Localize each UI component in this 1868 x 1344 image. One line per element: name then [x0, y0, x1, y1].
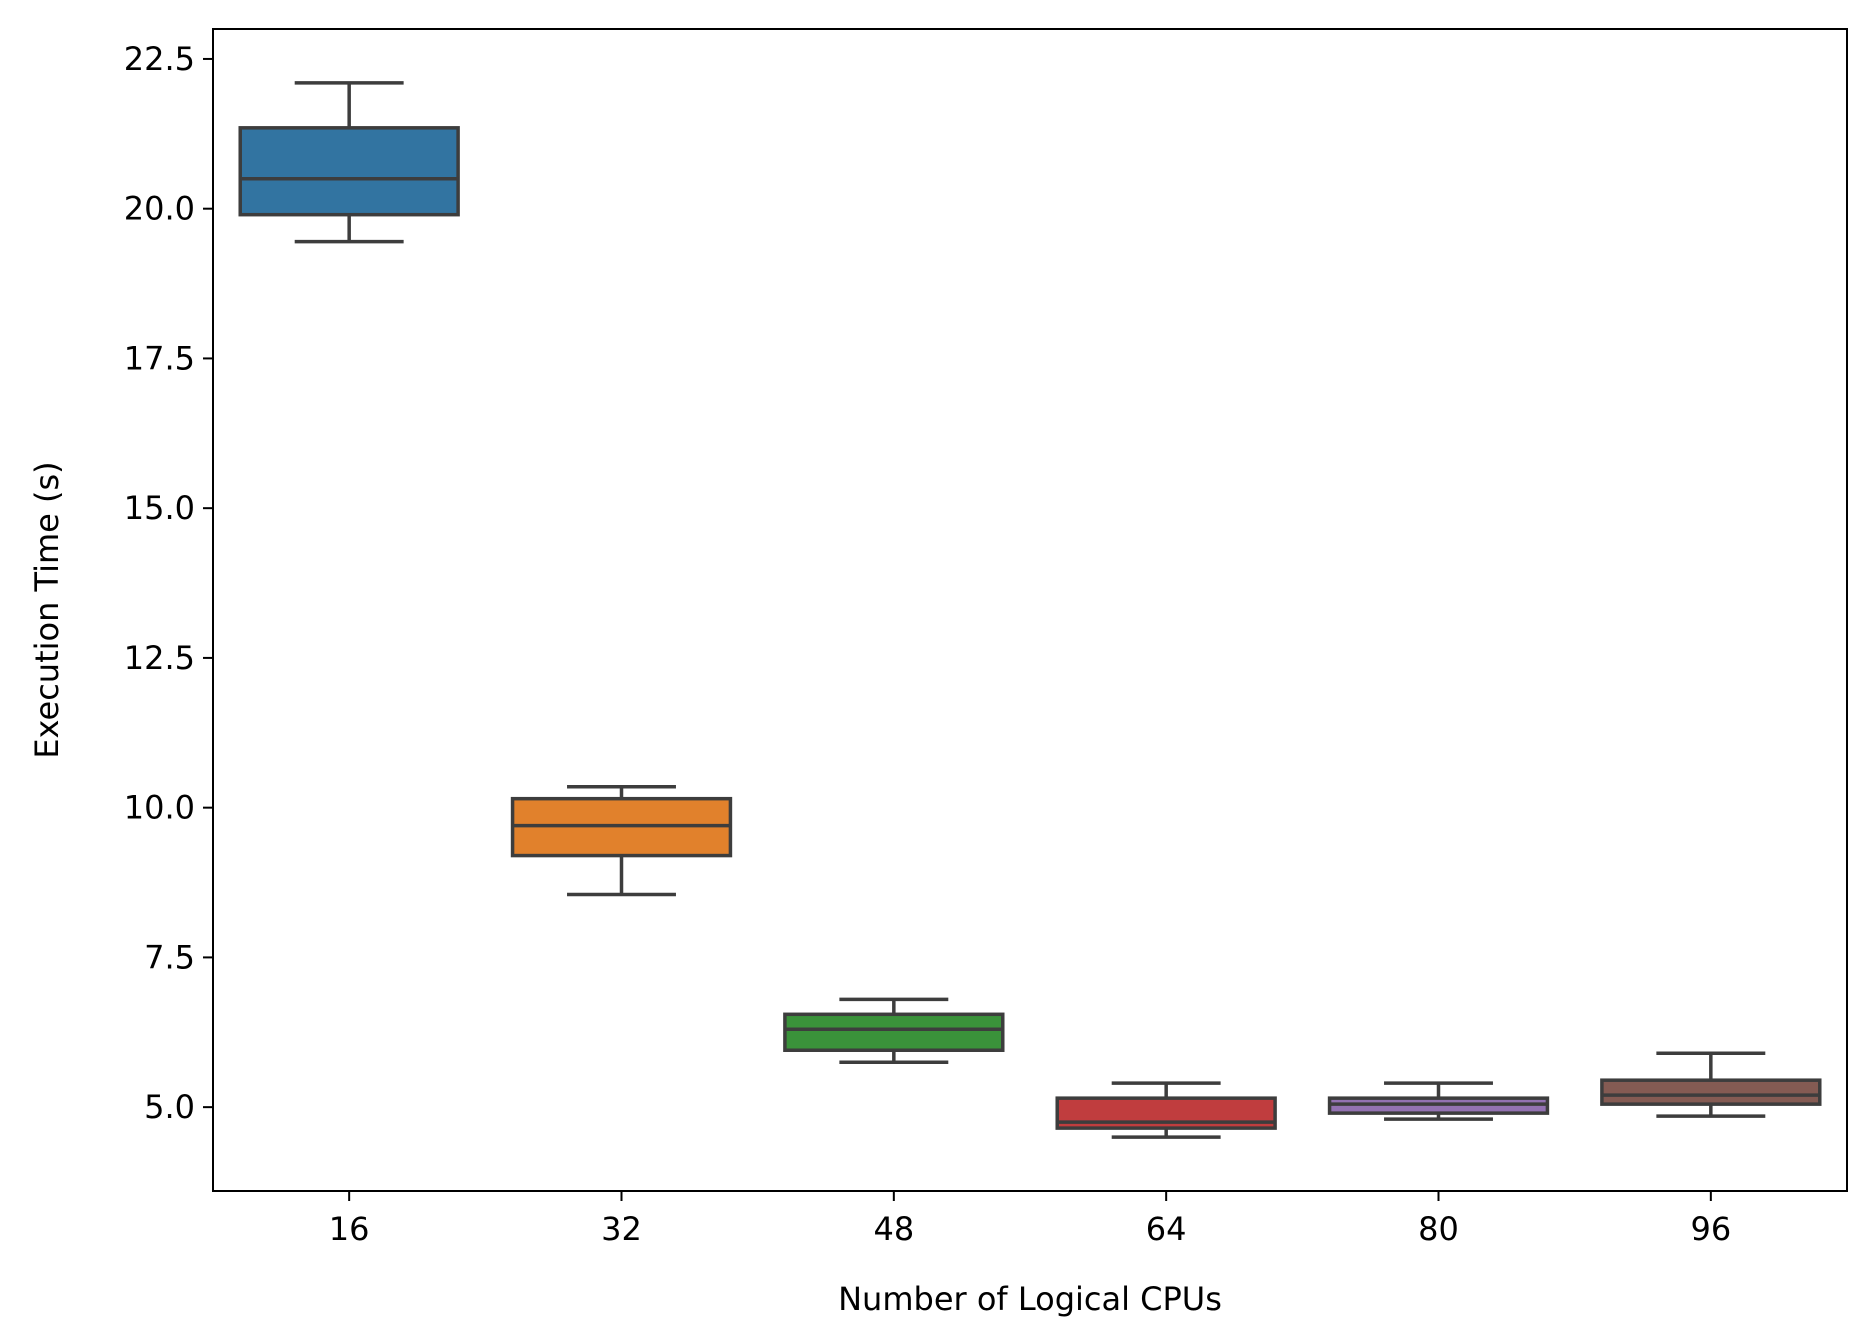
y-tick-label: 15.0	[124, 489, 195, 527]
plot-area	[238, 81, 1822, 1139]
y-tick-label: 20.0	[124, 190, 195, 228]
x-tick-label: 64	[1146, 1210, 1187, 1248]
y-tick-label: 22.5	[124, 40, 195, 78]
x-tick-label: 16	[329, 1210, 370, 1248]
box-80	[1327, 1081, 1550, 1121]
box-96	[1600, 1051, 1822, 1118]
y-tick-label: 17.5	[124, 339, 195, 377]
box-16	[238, 81, 460, 244]
y-tick-label: 5.0	[144, 1088, 195, 1126]
box-body	[783, 1012, 1005, 1052]
y-axis-ticks: 5.0 7.5 10.0 12.5 15.0 17.5 20.0 22.5	[124, 40, 213, 1126]
x-axis-title: Number of Logical CPUs	[838, 1280, 1222, 1318]
y-tick-label: 7.5	[144, 938, 195, 976]
y-tick-label: 10.0	[124, 789, 195, 827]
box-body	[1600, 1078, 1822, 1106]
axes-frame	[212, 28, 1848, 1192]
box-64	[1055, 1081, 1277, 1139]
x-axis-ticks: 16 32 48 64 80 96	[329, 1191, 1731, 1248]
x-tick-label: 80	[1418, 1210, 1459, 1248]
y-tick-label: 12.5	[124, 639, 195, 677]
box-body	[238, 126, 460, 217]
box-32	[510, 784, 733, 897]
y-axis-title: Execution Time (s)	[28, 461, 66, 758]
x-tick-label: 96	[1690, 1210, 1731, 1248]
x-tick-label: 32	[601, 1210, 642, 1248]
x-tick-label: 48	[873, 1210, 914, 1248]
box-48	[783, 997, 1005, 1064]
